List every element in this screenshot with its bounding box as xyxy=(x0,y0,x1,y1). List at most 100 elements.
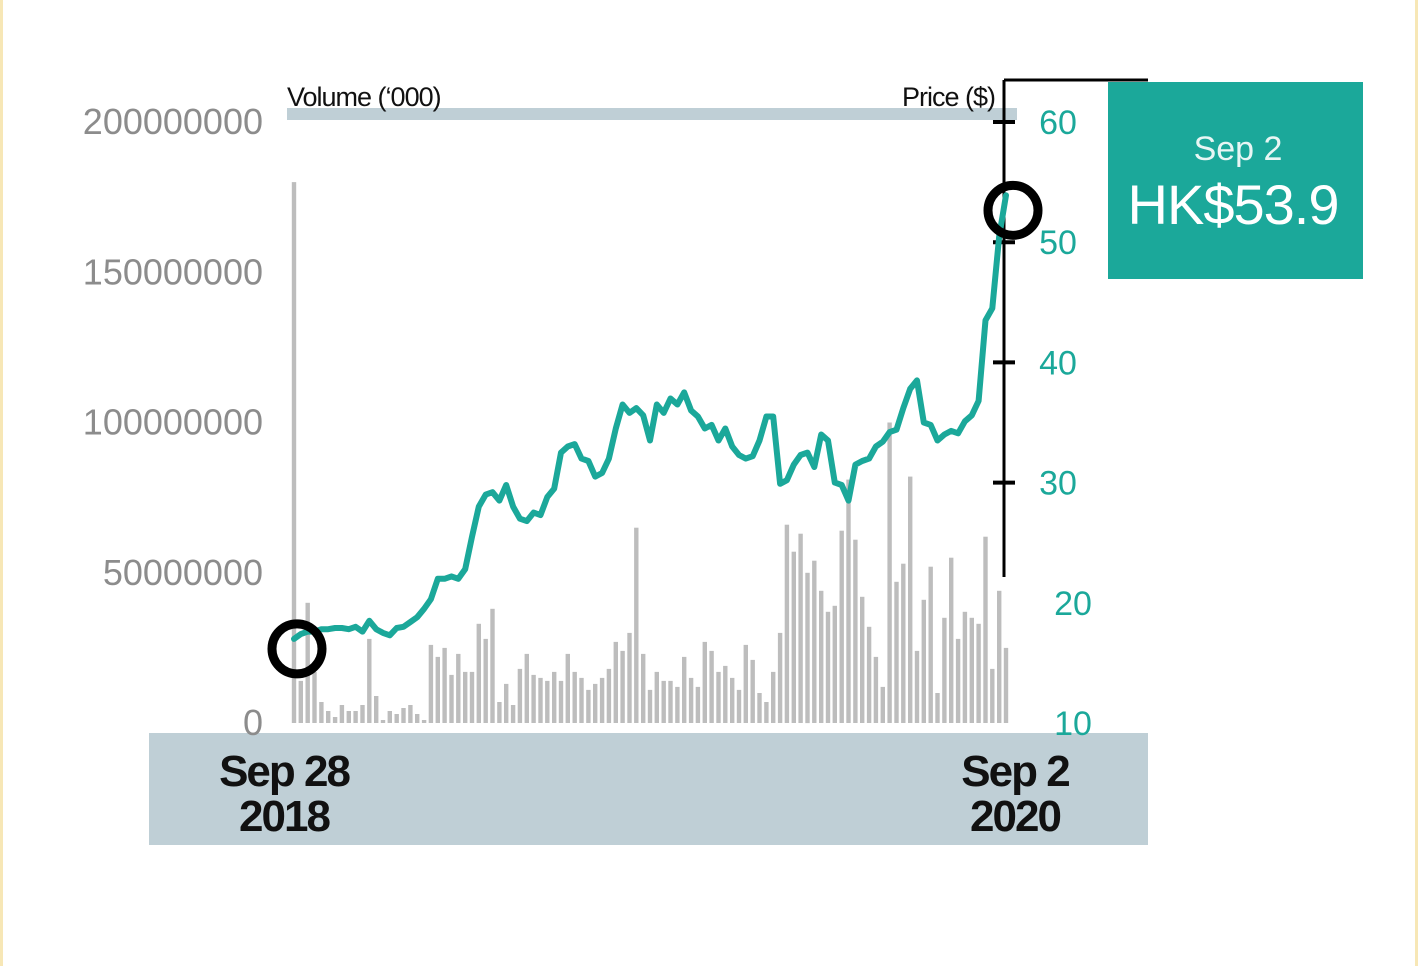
volume-bar xyxy=(702,641,707,723)
volume-bar xyxy=(791,551,796,723)
volume-bar xyxy=(887,422,892,723)
volume-bar xyxy=(415,714,420,723)
volume-bar xyxy=(586,689,591,723)
volume-bar xyxy=(914,650,920,723)
volume-bar xyxy=(825,611,831,723)
volume-axis-ticks: 0 50000000 100000000 150000000 200000000 xyxy=(83,101,263,743)
volume-bar xyxy=(935,693,940,723)
volume-bar xyxy=(976,623,981,723)
volume-bar xyxy=(552,671,557,723)
volume-bar xyxy=(955,638,961,723)
volume-bar xyxy=(641,653,646,723)
volume-bar xyxy=(880,686,885,723)
volume-bar xyxy=(613,641,618,723)
volume-bar xyxy=(374,696,379,723)
volume-bar xyxy=(517,668,523,723)
volume-bar xyxy=(449,674,454,723)
volume-bar xyxy=(565,653,570,723)
volume-bar xyxy=(860,596,865,723)
price-tick-label: 10 xyxy=(1054,705,1092,743)
price-axis-label: Price ($) xyxy=(902,82,995,112)
volume-bar xyxy=(908,476,913,723)
volume-bar xyxy=(476,623,481,723)
volume-bar xyxy=(901,563,906,723)
volume-bar xyxy=(784,524,790,723)
volume-bar xyxy=(668,680,673,723)
volume-bar xyxy=(401,708,406,723)
volume-axis-label: Volume (‘000) xyxy=(287,82,441,112)
volume-tick-label: 50000000 xyxy=(103,552,263,593)
volume-bar xyxy=(757,693,762,723)
volume-bar xyxy=(798,533,803,723)
volume-bar xyxy=(456,653,461,723)
price-tick-label: 30 xyxy=(1039,465,1077,503)
volume-bar xyxy=(743,644,748,723)
volume-bar xyxy=(928,566,933,723)
volume-bar xyxy=(832,605,837,723)
volume-bar xyxy=(346,711,351,723)
volume-bar xyxy=(949,557,954,723)
volume-bar xyxy=(805,572,810,724)
volume-bar xyxy=(709,650,714,723)
volume-bar xyxy=(353,711,358,723)
callout-date: Sep 2 xyxy=(1194,130,1283,168)
volume-bar xyxy=(894,581,899,723)
volume-bar xyxy=(319,702,324,723)
volume-bar xyxy=(380,720,386,723)
volume-bar xyxy=(367,638,372,723)
volume-bar xyxy=(730,677,735,723)
volume-bar xyxy=(647,689,653,723)
volume-bar xyxy=(716,671,721,723)
volume-bar xyxy=(469,671,475,723)
volume-bar xyxy=(435,656,440,723)
volume-bar xyxy=(545,680,550,723)
volume-bar xyxy=(853,539,858,723)
price-tick-label: 20 xyxy=(1054,585,1092,623)
volume-bar xyxy=(846,479,851,723)
volume-tick-label: 200000000 xyxy=(83,101,263,142)
volume-bars xyxy=(291,182,1009,724)
volume-bar xyxy=(983,536,988,723)
volume-bar xyxy=(771,671,776,723)
volume-bar xyxy=(579,677,584,723)
callout-price: HK$53.9 xyxy=(1128,173,1339,236)
volume-bar xyxy=(777,632,783,723)
volume-bar xyxy=(504,683,509,723)
price-tick-label: 60 xyxy=(1039,104,1077,142)
volume-bar xyxy=(997,590,1002,723)
end-marker xyxy=(983,180,1043,240)
volume-bar xyxy=(360,705,365,723)
volume-bar xyxy=(524,653,529,723)
volume-bar xyxy=(428,644,434,723)
callout-box xyxy=(1108,82,1363,279)
price-tick-label: 50 xyxy=(1039,224,1077,262)
volume-bar xyxy=(819,590,824,723)
volume-bar xyxy=(750,659,755,723)
volume-bar xyxy=(606,668,612,723)
volume-bar xyxy=(866,626,872,723)
volume-bar xyxy=(305,602,310,723)
volume-bar xyxy=(593,683,598,723)
price-axis: 10 20 30 40 50 60 xyxy=(993,78,1148,743)
end-date-label: Sep 2 xyxy=(961,747,1069,796)
volume-bar xyxy=(736,689,742,723)
start-date-label: Sep 28 xyxy=(219,747,350,796)
volume-bar xyxy=(682,656,687,723)
header-band xyxy=(287,108,1017,120)
price-tick-label: 40 xyxy=(1039,344,1077,382)
volume-bar xyxy=(634,527,639,723)
volume-bar xyxy=(962,611,968,723)
volume-bar xyxy=(572,671,577,723)
volume-bar xyxy=(339,705,345,723)
volume-bar xyxy=(921,599,926,723)
volume-bar xyxy=(873,656,879,723)
volume-bar xyxy=(620,650,625,723)
volume-bar xyxy=(510,705,516,723)
volume-bar xyxy=(298,680,303,723)
volume-bar xyxy=(291,182,297,724)
volume-bar xyxy=(599,677,605,723)
start-marker xyxy=(267,619,327,679)
volume-bar xyxy=(812,560,817,723)
